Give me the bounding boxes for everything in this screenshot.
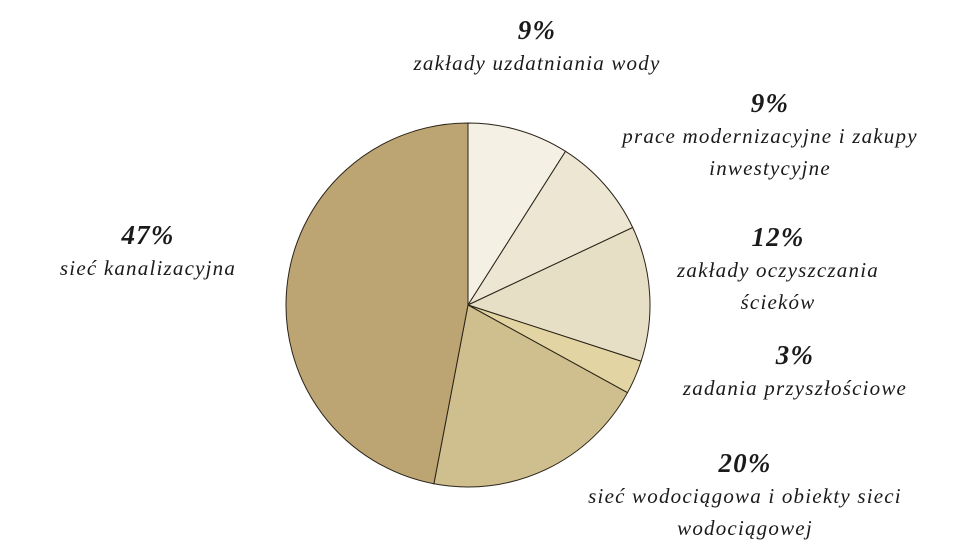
percent-label: 12%	[751, 222, 805, 252]
percent-label: 9%	[517, 15, 557, 45]
pie-slice	[466, 226, 651, 362]
slice-label: 9% prace modernizacyjne i zakupy inwestyc…	[610, 86, 930, 184]
percent-label: 47%	[121, 220, 175, 250]
slice-label: 47% sieć kanalizacyjna	[8, 218, 288, 284]
slice-label: 3% zadania przyszłościowe	[635, 338, 955, 404]
pie-slice	[466, 150, 634, 307]
category-label: prace modernizacyjne i zakupy inwestycyj…	[622, 124, 918, 180]
slice-label: 9% zakłady uzdatniania wody	[387, 13, 687, 79]
percent-label: 3%	[775, 340, 815, 370]
pie-slice	[433, 304, 629, 488]
percent-label: 9%	[750, 88, 790, 118]
category-label: zakłady uzdatniania wody	[413, 51, 661, 75]
category-label: sieć kanalizacyjna	[59, 256, 237, 280]
slice-label: 12% zakłady oczyszczania ścieków	[663, 220, 893, 318]
category-label: zadania przyszłościowe	[682, 376, 908, 400]
percent-label: 20%	[718, 448, 772, 478]
slice-label: 20% sieć wodociągowa i obiekty sieci wodo…	[565, 446, 925, 544]
category-label: sieć wodociągowa i obiekty sieci wodocią…	[588, 484, 902, 540]
pie-slice	[285, 122, 469, 485]
pie-slice	[467, 122, 567, 307]
category-label: zakłady oczyszczania ścieków	[677, 258, 879, 314]
